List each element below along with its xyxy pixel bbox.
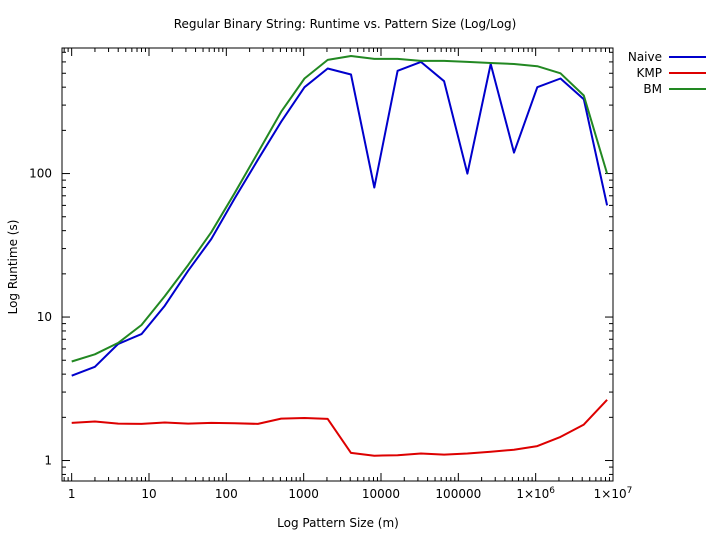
y-tick-label: 100: [29, 167, 52, 181]
y-tick-label: 1: [44, 454, 52, 468]
series-line-bm: [71, 55, 609, 363]
y-tick-label: 10: [37, 310, 52, 324]
x-tick-label: 100000: [435, 487, 481, 501]
plot-frame: [61, 47, 614, 482]
axis-ticks: [62, 48, 614, 481]
series-line-naive: [71, 60, 609, 377]
x-tick-label: 1: [68, 487, 76, 501]
x-tick-label: 1×106: [516, 486, 555, 501]
legend-label-kmp: KMP: [637, 66, 662, 80]
x-tick-label: 1000: [288, 487, 319, 501]
plot-lines: [71, 55, 609, 457]
chart-title: Regular Binary String: Runtime vs. Patte…: [174, 17, 517, 31]
y-axis-label: Log Runtime (s): [6, 220, 20, 315]
legend-label-naive: Naive: [628, 50, 662, 64]
x-tick-label: 100: [215, 487, 238, 501]
x-tick-label: 10000: [362, 487, 400, 501]
legend-label-bm: BM: [643, 82, 662, 96]
tick-labels: 1 10 100 1000 10000 100000 1×106 1×107 1 10 100: [29, 167, 632, 501]
series-line-kmp: [71, 399, 608, 457]
x-axis-label: Log Pattern Size (m): [277, 516, 399, 530]
x-tick-label: 1×107: [594, 486, 633, 501]
legend: Naive KMP BM: [628, 50, 706, 96]
x-tick-label: 10: [141, 487, 156, 501]
